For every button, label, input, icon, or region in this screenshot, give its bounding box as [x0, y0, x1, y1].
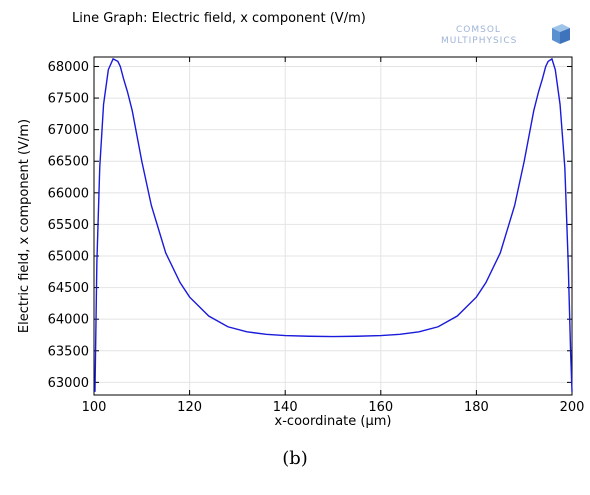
grid-lines	[93, 57, 573, 395]
y-tick-label: 65000	[48, 250, 89, 265]
y-tick-label: 63000	[48, 376, 89, 391]
logo-line2: MULTIPHYSICS	[441, 36, 517, 46]
y-tick-label: 66000	[48, 186, 89, 201]
y-tick-label: 67500	[48, 92, 89, 107]
x-tick-label: 100	[82, 400, 107, 415]
x-axis-label: x-coordinate (µm)	[275, 414, 392, 429]
x-tick-label: 160	[368, 400, 393, 415]
x-tick-label: 140	[273, 400, 298, 415]
x-tick-label: 180	[464, 400, 489, 415]
series-line	[94, 57, 573, 392]
y-tick-label: 65500	[48, 218, 89, 233]
y-tick-label: 67000	[48, 123, 89, 138]
figure-caption: (b)	[282, 448, 308, 469]
y-tick-label: 63500	[48, 344, 89, 359]
axis-ticks: 100 120 140 160 180 200 63000 63500 64000 64500 65…	[48, 57, 585, 415]
comsol-logo: COMSOL MULTIPHYSICS	[441, 24, 570, 46]
logo-line1: COMSOL	[456, 25, 501, 35]
x-tick-label: 200	[560, 400, 585, 415]
y-tick-label: 64500	[48, 281, 89, 296]
logo-cube-icon	[552, 24, 570, 44]
chart-title: Line Graph: Electric field, x component …	[72, 11, 366, 26]
y-tick-label: 64000	[48, 313, 89, 328]
y-tick-label: 66500	[48, 155, 89, 170]
y-axis-label: Electric field, x component (V/m)	[17, 119, 32, 333]
x-tick-label: 120	[177, 400, 202, 415]
y-tick-label: 68000	[48, 60, 89, 75]
plot-area	[93, 56, 573, 396]
